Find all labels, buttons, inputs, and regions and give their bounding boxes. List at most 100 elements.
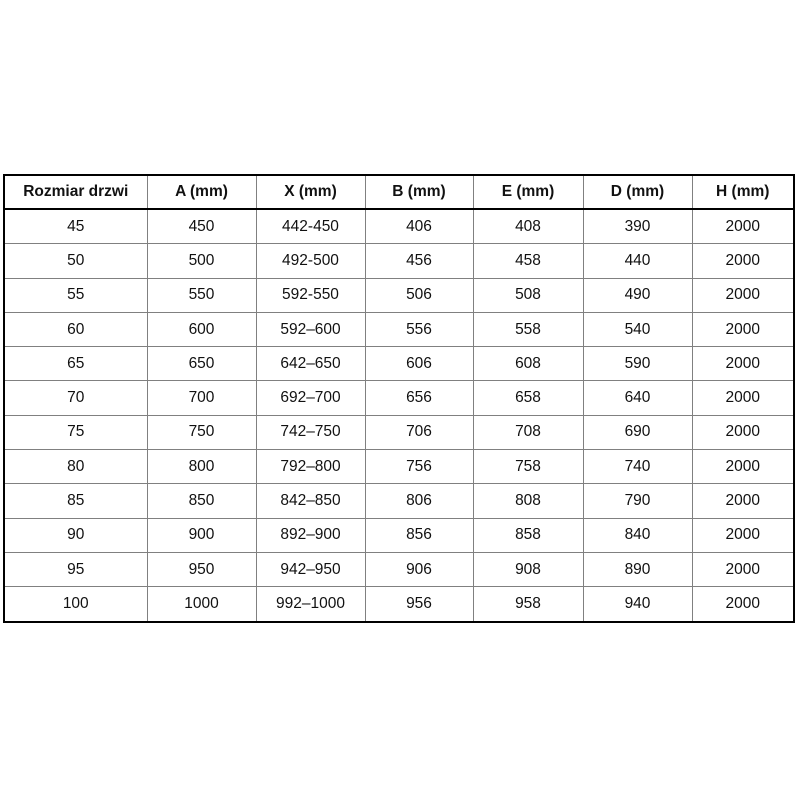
table-cell: 750 — [146, 414, 257, 451]
table-cell: 2000 — [691, 380, 795, 416]
table-cell: 492-500 — [255, 243, 366, 279]
table-cell: 940 — [582, 586, 693, 623]
table-cell: 70 — [3, 380, 148, 416]
column-header-d-mm: D (mm) — [582, 174, 693, 210]
table-cell: 456 — [364, 243, 474, 279]
table-cell: 2000 — [691, 208, 795, 245]
table-cell: 490 — [582, 277, 693, 313]
table-cell: 90 — [3, 517, 148, 553]
table-cell: 100 — [3, 586, 148, 623]
table-cell: 2000 — [691, 586, 795, 623]
table-row: 80 800 792–800 756 758 740 2000 — [3, 449, 795, 485]
table-row: 50 500 492-500 456 458 440 2000 — [3, 243, 795, 279]
table-cell: 95 — [3, 551, 148, 588]
table-row: 45 450 442-450 406 408 390 2000 — [3, 208, 795, 245]
table-cell: 658 — [472, 380, 584, 416]
table-cell: 792–800 — [255, 449, 366, 485]
table-cell: 2000 — [691, 551, 795, 588]
table-cell: 742–750 — [255, 414, 366, 451]
table-cell: 642–650 — [255, 346, 366, 382]
table-cell: 80 — [3, 449, 148, 485]
column-header-a-mm: A (mm) — [146, 174, 257, 210]
table-row: 75 750 742–750 706 708 690 2000 — [3, 414, 795, 451]
table-cell: 390 — [582, 208, 693, 245]
table-row: 65 650 642–650 606 608 590 2000 — [3, 346, 795, 382]
table-cell: 592–600 — [255, 311, 366, 348]
table-cell: 900 — [146, 517, 257, 553]
table-cell: 508 — [472, 277, 584, 313]
table-cell: 442-450 — [255, 208, 366, 245]
column-header-rozmiar-drzwi: Rozmiar drzwi — [3, 174, 148, 210]
table-cell: 942–950 — [255, 551, 366, 588]
table-cell: 590 — [582, 346, 693, 382]
table-row: 90 900 892–900 856 858 840 2000 — [3, 517, 795, 553]
table-cell: 656 — [364, 380, 474, 416]
table-cell: 440 — [582, 243, 693, 279]
table-row: 60 600 592–600 556 558 540 2000 — [3, 311, 795, 348]
table-cell: 840 — [582, 517, 693, 553]
table-cell: 2000 — [691, 483, 795, 519]
table-cell: 850 — [146, 483, 257, 519]
table-cell: 806 — [364, 483, 474, 519]
table-cell: 800 — [146, 449, 257, 485]
column-header-x-mm: X (mm) — [255, 174, 366, 210]
table-row: 95 950 942–950 906 908 890 2000 — [3, 551, 795, 588]
table-cell: 740 — [582, 449, 693, 485]
table-cell: 856 — [364, 517, 474, 553]
table-cell: 50 — [3, 243, 148, 279]
table-cell: 556 — [364, 311, 474, 348]
table-cell: 606 — [364, 346, 474, 382]
table-cell: 2000 — [691, 414, 795, 451]
table-cell: 2000 — [691, 277, 795, 313]
table-cell: 790 — [582, 483, 693, 519]
table-cell: 640 — [582, 380, 693, 416]
table-cell: 60 — [3, 311, 148, 348]
table-cell: 906 — [364, 551, 474, 588]
table-cell: 85 — [3, 483, 148, 519]
table-cell: 756 — [364, 449, 474, 485]
table-cell: 500 — [146, 243, 257, 279]
table-cell: 540 — [582, 311, 693, 348]
table-cell: 892–900 — [255, 517, 366, 553]
table-row: 55 550 592-550 506 508 490 2000 — [3, 277, 795, 313]
table-cell: 65 — [3, 346, 148, 382]
table-cell: 2000 — [691, 517, 795, 553]
table-cell: 890 — [582, 551, 693, 588]
column-header-b-mm: B (mm) — [364, 174, 474, 210]
table-cell: 2000 — [691, 346, 795, 382]
table-cell: 808 — [472, 483, 584, 519]
table-cell: 458 — [472, 243, 584, 279]
table-cell: 2000 — [691, 449, 795, 485]
table-cell: 908 — [472, 551, 584, 588]
table-cell: 592-550 — [255, 277, 366, 313]
table-cell: 950 — [146, 551, 257, 588]
table-cell: 550 — [146, 277, 257, 313]
table-row: 85 850 842–850 806 808 790 2000 — [3, 483, 795, 519]
door-size-table: Rozmiar drzwi A (mm) X (mm) B (mm) E (mm… — [3, 174, 795, 623]
table-cell: 450 — [146, 208, 257, 245]
table-cell: 692–700 — [255, 380, 366, 416]
table-cell: 956 — [364, 586, 474, 623]
column-header-h-mm: H (mm) — [691, 174, 795, 210]
table-cell: 408 — [472, 208, 584, 245]
table-cell: 2000 — [691, 243, 795, 279]
table-cell: 2000 — [691, 311, 795, 348]
table-cell: 600 — [146, 311, 257, 348]
table-cell: 75 — [3, 414, 148, 451]
table-cell: 758 — [472, 449, 584, 485]
table-cell: 406 — [364, 208, 474, 245]
table-cell: 506 — [364, 277, 474, 313]
table-cell: 608 — [472, 346, 584, 382]
table-cell: 992–1000 — [255, 586, 366, 623]
table-cell: 958 — [472, 586, 584, 623]
table-cell: 558 — [472, 311, 584, 348]
table-cell: 45 — [3, 208, 148, 245]
table-row: 70 700 692–700 656 658 640 2000 — [3, 380, 795, 416]
table-header: Rozmiar drzwi A (mm) X (mm) B (mm) E (mm… — [3, 174, 795, 210]
table-cell: 700 — [146, 380, 257, 416]
table-row: 100 1000 992–1000 956 958 940 2000 — [3, 586, 795, 623]
table-cell: 55 — [3, 277, 148, 313]
table-cell: 706 — [364, 414, 474, 451]
table-body: 45 450 442-450 406 408 390 2000 50 500 492-500 456… — [3, 208, 795, 623]
table-cell: 1000 — [146, 586, 257, 623]
